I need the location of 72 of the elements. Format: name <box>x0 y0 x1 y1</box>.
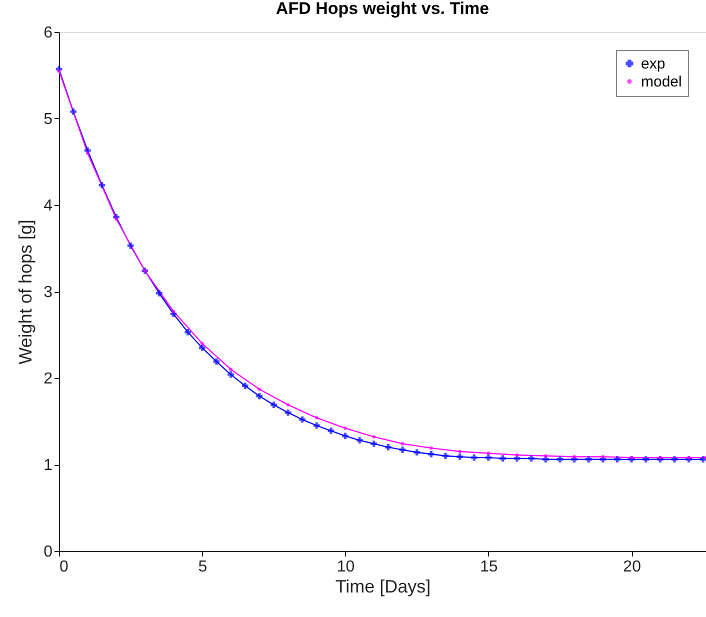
point <box>515 453 519 457</box>
x-tick-label: 20 <box>623 558 642 576</box>
legend-label: model <box>641 74 682 90</box>
point <box>658 456 662 460</box>
point <box>700 456 706 462</box>
x-tick-label: 0 <box>60 558 68 576</box>
point <box>428 450 434 458</box>
point <box>385 444 392 450</box>
point <box>156 290 162 296</box>
point <box>500 455 506 462</box>
point <box>258 388 262 391</box>
point <box>399 446 406 453</box>
point <box>213 358 220 365</box>
y-tick-label: 6 <box>44 24 53 42</box>
point <box>172 310 176 314</box>
point <box>486 452 490 455</box>
point <box>642 456 650 462</box>
y-tick-label: 1 <box>44 457 53 474</box>
point <box>556 456 564 462</box>
point <box>299 416 306 423</box>
point <box>200 342 204 346</box>
point <box>429 446 433 450</box>
point <box>57 69 61 73</box>
point <box>184 328 191 336</box>
point <box>544 454 548 458</box>
point <box>671 456 678 462</box>
point <box>314 416 318 420</box>
point <box>328 428 334 434</box>
point <box>414 449 420 456</box>
point <box>572 454 576 458</box>
point <box>601 454 605 458</box>
chart-title: AFD Hops weight vs. Time <box>276 0 490 18</box>
point <box>229 368 232 372</box>
point <box>98 182 106 188</box>
point <box>400 442 404 446</box>
x-tick-label: 15 <box>480 558 498 576</box>
y-tick-label: 3 <box>44 284 53 301</box>
point <box>242 382 248 389</box>
point <box>528 455 535 462</box>
point <box>585 456 592 462</box>
point <box>458 450 462 454</box>
point <box>687 456 691 460</box>
point <box>442 452 449 460</box>
point <box>370 440 378 447</box>
point <box>342 432 348 440</box>
point <box>256 393 263 400</box>
point <box>284 409 292 416</box>
y-tick-label: 0 <box>44 544 53 560</box>
legend-label: exp <box>641 56 666 72</box>
point <box>127 242 134 249</box>
point <box>86 151 90 155</box>
point <box>630 456 634 460</box>
x-tick-label: 10 <box>336 558 355 576</box>
point <box>614 456 620 462</box>
point <box>372 435 376 439</box>
point <box>286 403 290 407</box>
x-axis-title: Time [Days] <box>335 576 431 596</box>
point <box>198 344 206 351</box>
point <box>114 217 118 221</box>
y-axis-title: Weight of hops [g] <box>16 220 36 364</box>
y-tick-label: 4 <box>44 198 53 214</box>
point <box>356 437 363 444</box>
point <box>456 454 463 460</box>
point <box>344 426 348 430</box>
y-tick-label: 5 <box>44 111 53 128</box>
point <box>70 108 76 115</box>
point <box>470 454 478 461</box>
x-tick-label: 5 <box>198 558 208 576</box>
point <box>313 422 320 429</box>
point <box>228 371 234 378</box>
y-tick-label: 2 <box>44 370 53 388</box>
point <box>270 402 277 408</box>
